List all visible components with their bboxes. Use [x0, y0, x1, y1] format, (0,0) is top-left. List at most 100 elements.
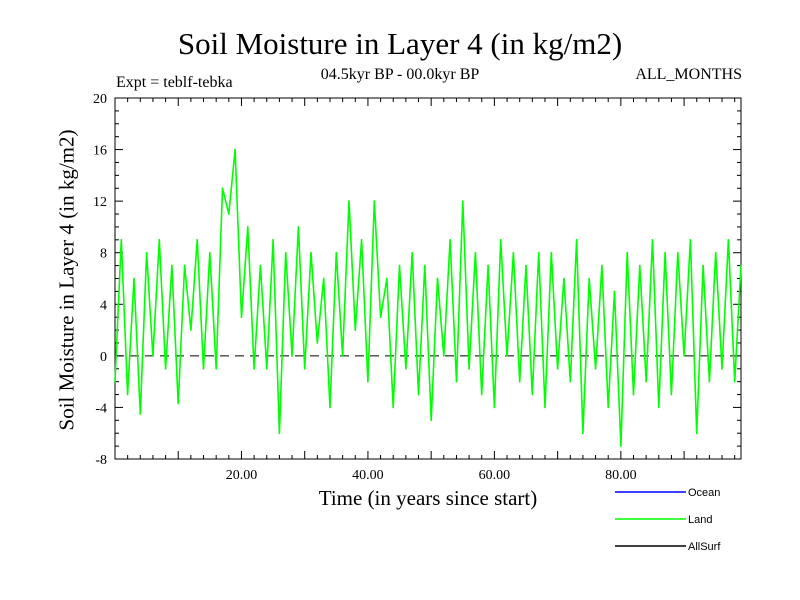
plot-area: 20.00 40.00 60.00 80.00 20 16 12 8 4 0 -4 -8 [93, 92, 742, 483]
data-point [651, 239, 654, 241]
data-point [417, 393, 420, 396]
data-point [620, 445, 622, 447]
data-point [145, 251, 148, 254]
data-point [695, 432, 698, 435]
chart-subtitle: 04.5kyr BP - 00.0kyr BP [320, 66, 480, 83]
data-point [556, 367, 559, 370]
data-point [329, 406, 331, 409]
y-tick-label: 20 [93, 92, 107, 107]
data-point [455, 380, 458, 383]
data-point [120, 239, 123, 241]
data-point [506, 355, 508, 357]
y-tick-label: 8 [100, 247, 107, 262]
data-point [721, 367, 723, 370]
data-point [468, 367, 470, 370]
data-point [234, 148, 236, 151]
data-point [297, 226, 300, 228]
data-point [171, 264, 173, 267]
data-point [114, 380, 116, 383]
data-point [664, 251, 666, 254]
data-point [601, 264, 603, 267]
data-point [594, 367, 597, 370]
data-point [310, 251, 312, 254]
x-tick-label: 60.00 [479, 468, 511, 483]
data-point [265, 367, 268, 370]
data-point [373, 200, 376, 202]
data-point [493, 406, 496, 409]
data-point [632, 393, 635, 396]
data-point [291, 355, 293, 357]
data-point [740, 264, 742, 267]
data-point [341, 355, 344, 357]
data-point [221, 187, 224, 190]
months-label: ALL_MONTHS [635, 66, 742, 83]
data-point [209, 251, 211, 254]
data-point [253, 367, 255, 370]
data-point [626, 251, 628, 254]
data-point [259, 264, 262, 267]
data-point [183, 264, 186, 267]
data-point [240, 316, 243, 318]
y-tick-label: 12 [93, 195, 107, 210]
data-point [449, 239, 451, 241]
data-point [392, 406, 395, 409]
data-point [670, 393, 673, 396]
data-point [537, 251, 540, 254]
legend-label-ocean: Ocean [688, 487, 720, 499]
data-point [708, 380, 711, 383]
data-point [639, 264, 641, 267]
data-point [316, 342, 319, 344]
y-tick-label: 0 [100, 350, 107, 365]
data-point [676, 251, 679, 254]
data-point [436, 277, 439, 280]
data-point [386, 277, 388, 280]
data-point [284, 251, 287, 254]
data-point [525, 264, 527, 267]
data-point [588, 277, 591, 280]
data-point [272, 239, 274, 241]
x-tick-label: 80.00 [605, 468, 637, 483]
data-point [322, 277, 325, 280]
data-point [443, 355, 445, 357]
data-point [228, 213, 230, 215]
data-point [335, 251, 338, 254]
data-point [177, 402, 180, 405]
data-point [544, 406, 546, 409]
data-point [657, 406, 660, 409]
data-point [518, 380, 521, 383]
data-point [702, 264, 704, 267]
data-point [689, 239, 692, 241]
data-point [499, 239, 502, 241]
legend: Ocean Land AllSurf [615, 487, 721, 553]
data-point [582, 432, 584, 435]
experiment-label: Expt = teblf-tebka [116, 74, 233, 91]
data-point [126, 393, 129, 396]
data-point [683, 355, 685, 357]
data-point [133, 277, 135, 280]
data-point [430, 419, 432, 422]
data-point [278, 432, 281, 435]
y-tick-label: -4 [95, 401, 107, 416]
x-tick-label: 20.00 [226, 468, 258, 483]
data-point [196, 239, 199, 241]
data-point [354, 329, 357, 331]
data-point [480, 393, 483, 396]
data-point [531, 393, 534, 396]
data-point [190, 329, 192, 331]
data-point [303, 367, 306, 370]
data-point [613, 290, 616, 293]
data-point [733, 380, 736, 383]
data-point [202, 367, 205, 370]
data-point [474, 251, 477, 254]
data-point [379, 316, 382, 318]
x-tick-label: 40.00 [352, 468, 384, 483]
data-point [164, 367, 167, 370]
data-point [714, 251, 717, 254]
data-point [607, 406, 610, 409]
y-tick-label: 16 [93, 144, 107, 159]
data-point [424, 264, 426, 267]
data-point [158, 239, 161, 241]
data-point [645, 380, 647, 383]
data-point [569, 380, 572, 383]
